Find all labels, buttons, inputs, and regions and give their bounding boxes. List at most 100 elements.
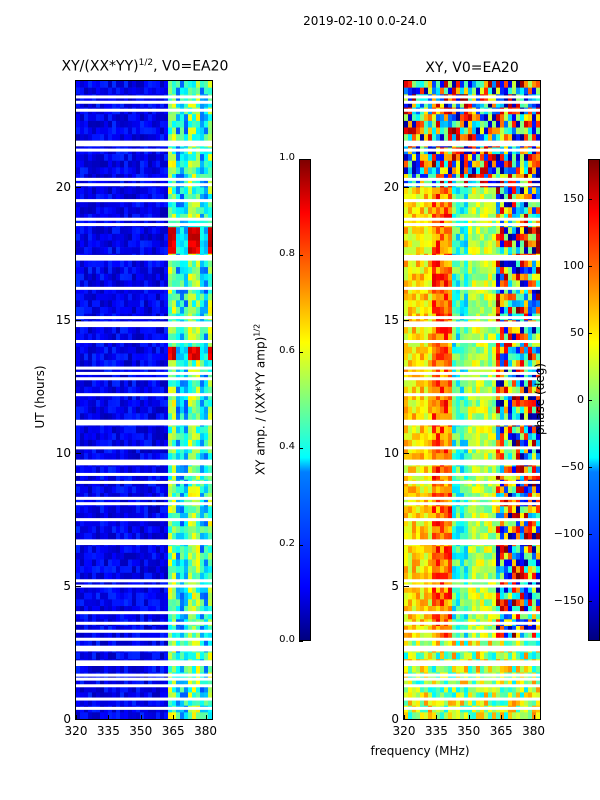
heatmap-cell [112, 333, 117, 341]
heatmap-cell [144, 559, 149, 567]
heatmap-cell [440, 346, 445, 354]
heatmap-cell [104, 380, 109, 388]
heatmap-cell [88, 306, 93, 314]
heatmap-cell [168, 306, 173, 314]
data-gap [76, 446, 212, 450]
heatmap-cell [100, 267, 105, 275]
heatmap-cell [108, 599, 113, 607]
heatmap-cell [200, 326, 205, 334]
heatmap-cell [196, 233, 201, 241]
heatmap-cell [484, 393, 489, 401]
heatmap-cell [152, 326, 157, 334]
heatmap-cell [420, 227, 425, 235]
heatmap-cell [208, 612, 212, 620]
heatmap-cell [96, 506, 101, 514]
heatmap-cell [84, 127, 89, 135]
heatmap-cell [168, 625, 173, 633]
heatmap-cell [76, 552, 81, 560]
heatmap-cell [416, 240, 421, 248]
heatmap-cell [80, 519, 85, 527]
heatmap-cell [92, 227, 97, 235]
heatmap-cell [92, 453, 97, 461]
heatmap-cell [176, 592, 181, 600]
heatmap-cell [460, 227, 465, 235]
heatmap-cell [420, 193, 425, 201]
heatmap-cell [488, 287, 493, 294]
heatmap-cell [520, 400, 525, 407]
heatmap-cell [96, 240, 101, 248]
heatmap-cell [424, 280, 429, 288]
heatmap-cell [136, 552, 141, 560]
heatmap-cell [124, 592, 129, 600]
heatmap-cell [508, 200, 513, 208]
heatmap-cell [472, 187, 477, 195]
heatmap-cell [424, 174, 429, 181]
heatmap-cell [100, 200, 105, 208]
heatmap-cell [520, 373, 525, 381]
heatmap-cell [420, 233, 425, 241]
heatmap-cell [432, 300, 437, 308]
heatmap-cell [180, 599, 185, 607]
heatmap-cell [208, 326, 212, 334]
heatmap-cell [92, 213, 97, 221]
heatmap-cell [84, 273, 89, 281]
heatmap-cell [484, 120, 489, 128]
heatmap-cell [204, 293, 209, 301]
heatmap-cell [532, 366, 537, 374]
heatmap-cell [112, 373, 117, 381]
heatmap-cell [536, 114, 540, 122]
heatmap-cell [124, 346, 129, 354]
heatmap-cell [496, 400, 501, 407]
heatmap-cell [120, 293, 125, 301]
heatmap-cell [444, 174, 449, 181]
heatmap-cell [492, 213, 497, 221]
heatmap-cell [100, 240, 105, 248]
heatmap-cell [192, 446, 197, 454]
heatmap-cell [160, 572, 165, 580]
heatmap-cell [188, 213, 193, 221]
heatmap-cell [204, 81, 209, 88]
heatmap-cell [204, 579, 209, 587]
heatmap-cell [192, 393, 197, 401]
heatmap-cell [532, 213, 537, 221]
heatmap-cell [80, 592, 85, 600]
heatmap-cell [148, 333, 153, 341]
heatmap-cell [488, 207, 493, 215]
heatmap-cell [132, 426, 137, 434]
heatmap-cell [112, 326, 117, 334]
heatmap-cell [208, 293, 212, 301]
heatmap-cell [132, 81, 137, 88]
heatmap-cell [76, 446, 81, 454]
heatmap-cell [496, 193, 501, 201]
heatmap-cell [92, 273, 97, 281]
heatmap-cell [436, 306, 441, 314]
heatmap-cell [144, 466, 149, 474]
heatmap-cell [460, 366, 465, 374]
heatmap-cell [528, 81, 533, 88]
heatmap-cell [128, 579, 133, 587]
heatmap-cell [436, 300, 441, 308]
heatmap-cell [484, 154, 489, 162]
heatmap-cell [184, 120, 189, 128]
heatmap-cell [152, 712, 157, 719]
heatmap-cell [416, 300, 421, 308]
heatmap-cell [532, 293, 537, 301]
heatmap-cell [160, 400, 165, 407]
heatmap-cell [140, 632, 145, 640]
heatmap-cell [96, 160, 101, 168]
heatmap-cell [176, 353, 181, 361]
heatmap-cell [440, 326, 445, 334]
heatmap-cell [504, 233, 509, 241]
heatmap-cell [156, 240, 161, 248]
heatmap-cell [200, 207, 205, 215]
heatmap-cell [152, 446, 157, 454]
heatmap-cell [468, 174, 473, 181]
heatmap-cell [192, 612, 197, 620]
heatmap-cell [460, 187, 465, 195]
heatmap-cell [92, 287, 97, 294]
heatmap-cell [104, 373, 109, 381]
heatmap-cell [188, 512, 193, 520]
heatmap-cell [188, 193, 193, 201]
heatmap-cell [140, 293, 145, 301]
heatmap-cell [484, 167, 489, 175]
